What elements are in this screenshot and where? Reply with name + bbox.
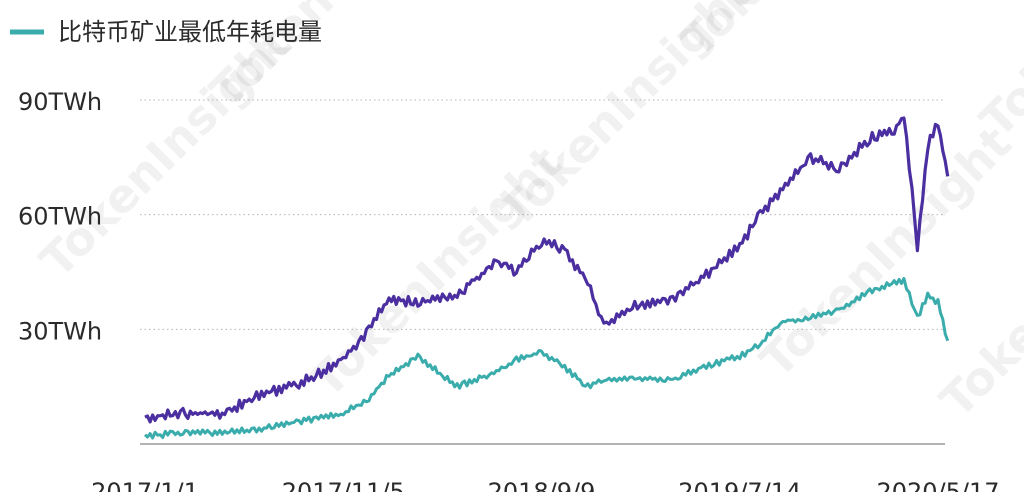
x-tick-label: 2017/11/5: [282, 478, 405, 492]
x-tick-label: 2019/7/14: [678, 478, 801, 492]
series-line: [144, 116, 950, 424]
y-axis-ticks: 30TWh 60TWh 90TWh: [18, 88, 102, 345]
x-tick-label: 2017/1/1: [91, 478, 199, 492]
series-line: [144, 277, 950, 440]
y-tick-label: 90TWh: [18, 88, 102, 116]
x-axis-ticks: 2017/1/1 2017/11/5 2018/9/9 2019/7/14 2020/5…: [91, 478, 999, 492]
series-layer: [144, 116, 950, 440]
legend-label: 比特币矿业最低年耗电量: [58, 18, 322, 46]
x-tick-label: 2020/5/17: [876, 478, 999, 492]
y-tick-label: 30TWh: [18, 317, 102, 345]
y-tick-label: 60TWh: [18, 203, 102, 231]
x-tick-label: 2018/9/9: [488, 478, 596, 492]
gridlines: [140, 99, 945, 330]
watermark-text: TokenInsight: [30, 16, 302, 288]
legend: 比特币矿业预估年耗电量比特币矿业最低年耗电量: [10, 18, 322, 46]
